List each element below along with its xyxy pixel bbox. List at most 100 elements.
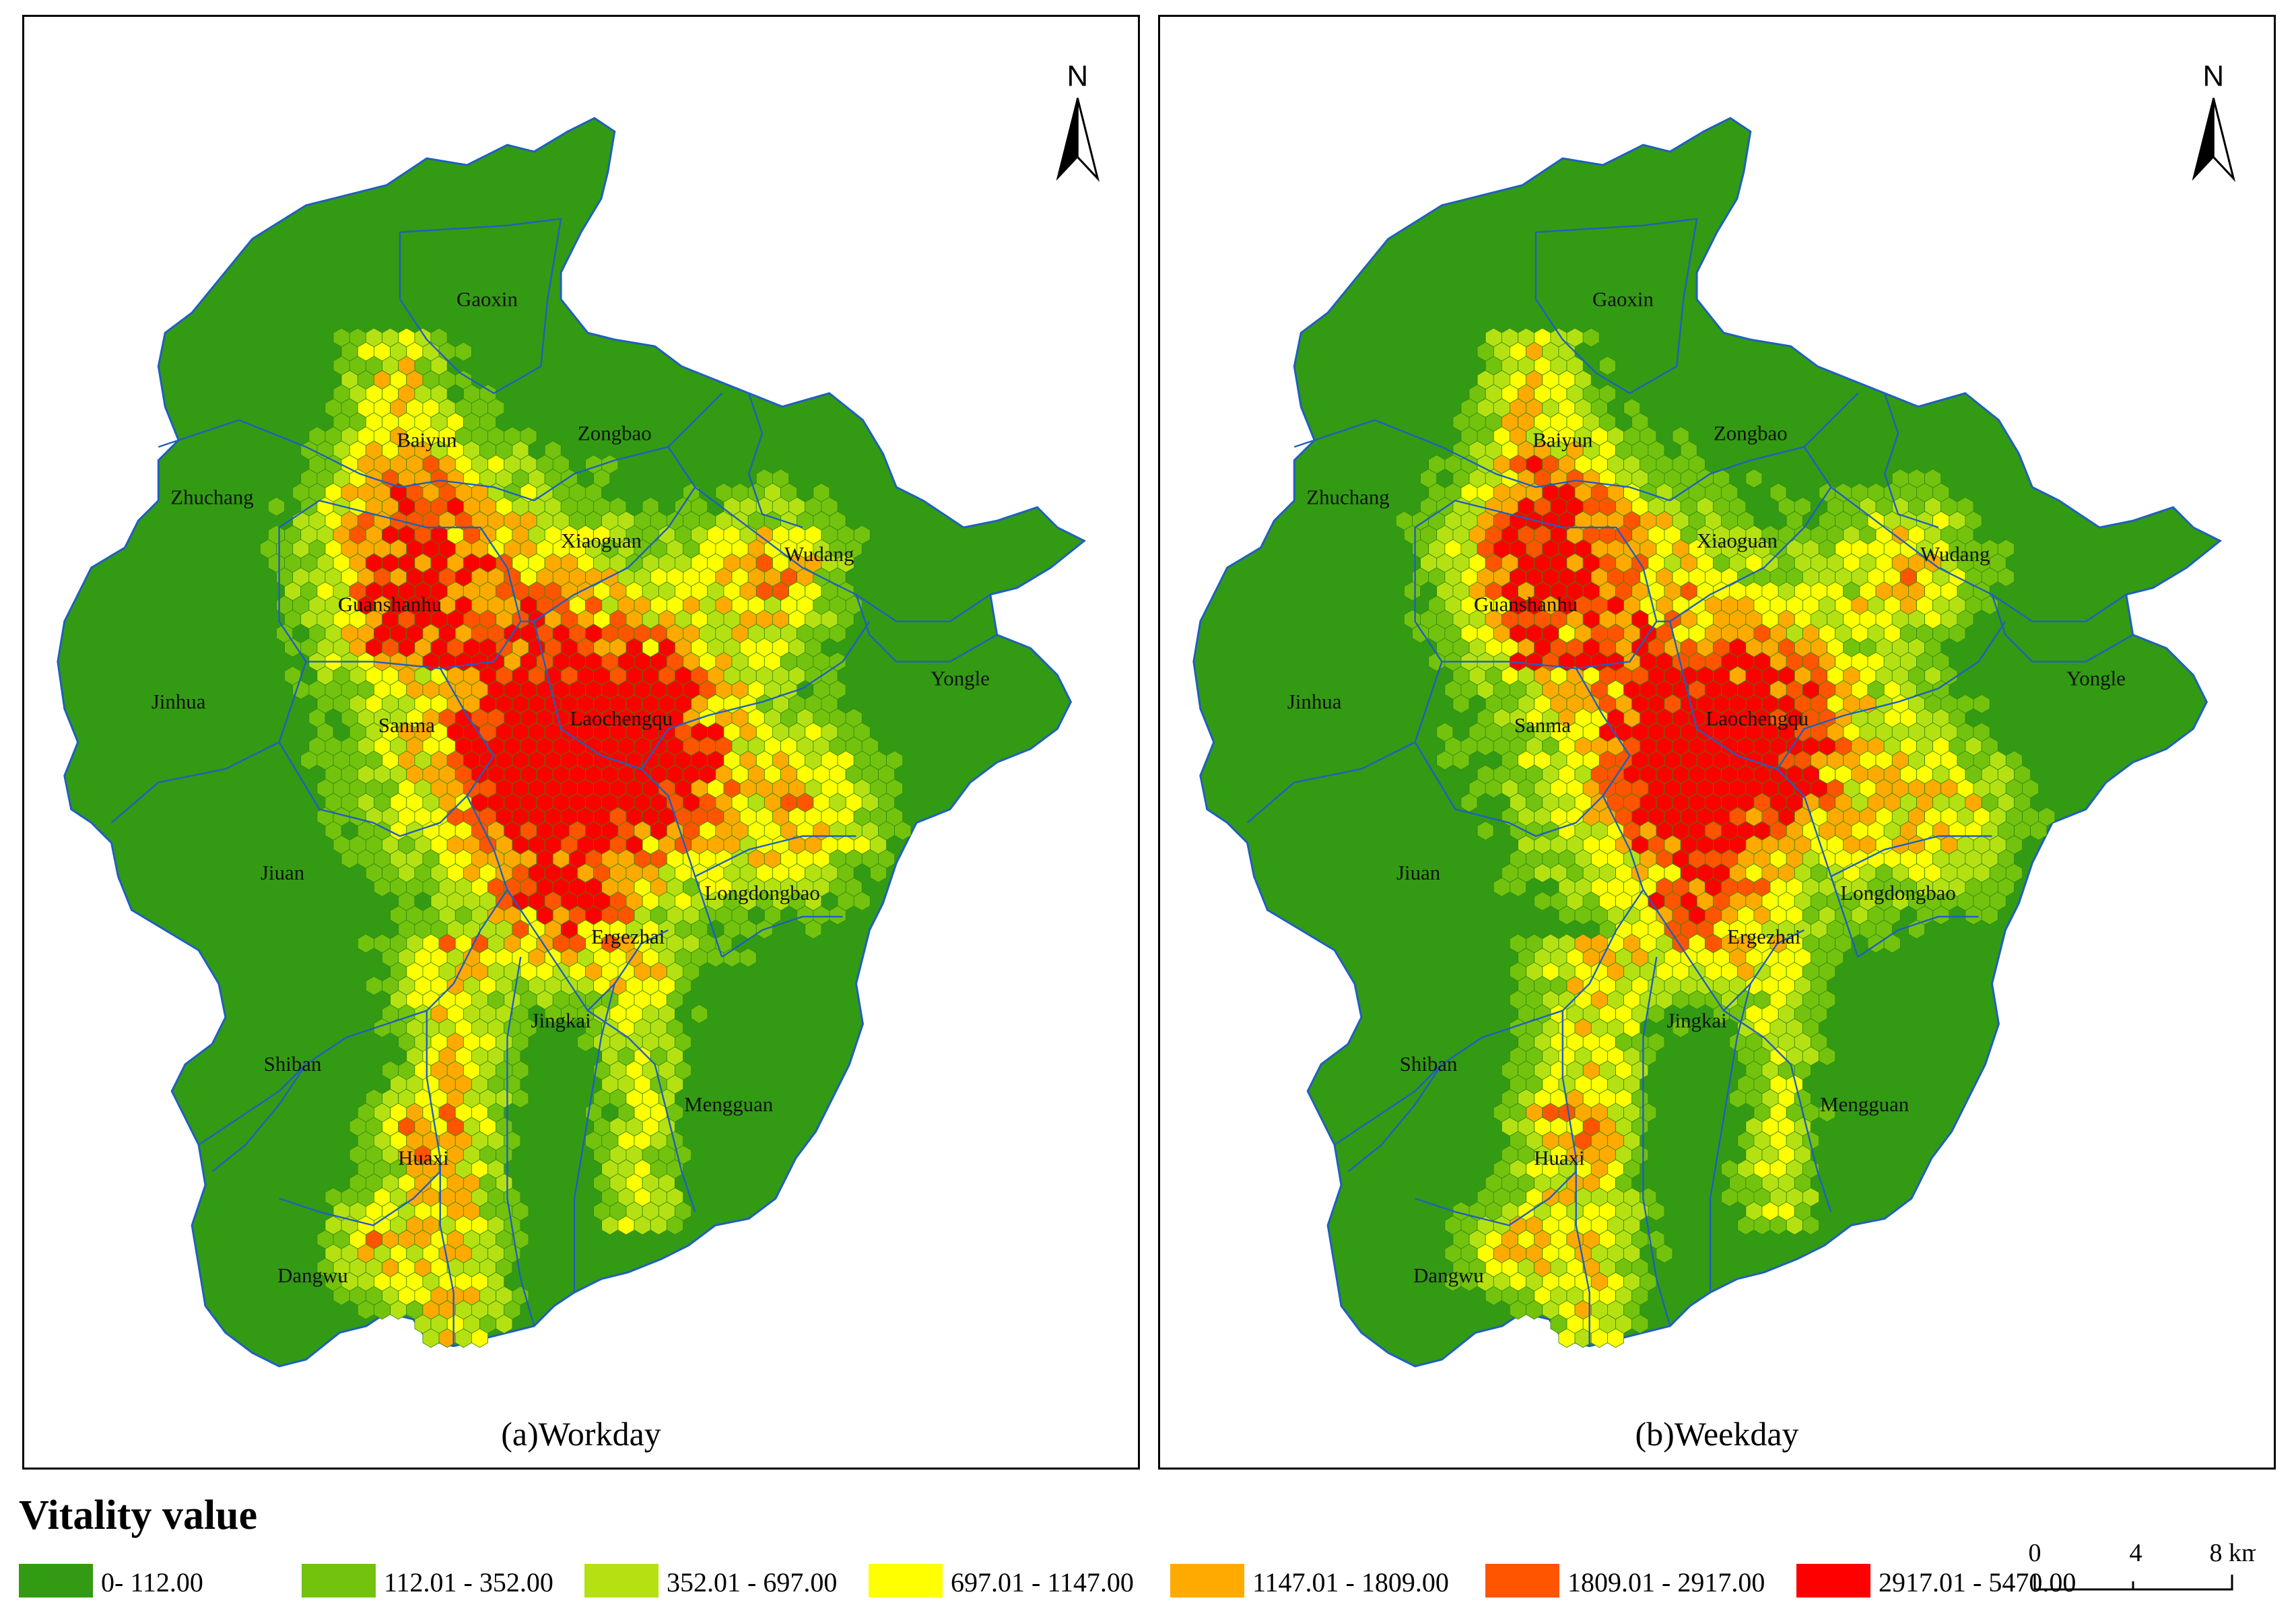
district-boundary bbox=[747, 393, 998, 663]
district-boundary bbox=[399, 218, 562, 395]
hex-cell bbox=[1648, 1004, 1665, 1024]
scale-bar: 0 4 8 km bbox=[2029, 1539, 2256, 1591]
district-boundary bbox=[694, 835, 856, 958]
district-label-laochengqu: Laochengqu bbox=[1706, 706, 1809, 730]
hex-cell bbox=[1477, 821, 1494, 841]
legend-label: 2917.01 - 5470.00 bbox=[1879, 1567, 2076, 1598]
hex-cell bbox=[805, 919, 822, 940]
scale-bar-line bbox=[2033, 1575, 2233, 1591]
legend-label: 697.01 - 1147.00 bbox=[951, 1567, 1134, 1598]
hex-cell bbox=[512, 1088, 529, 1109]
district-boundary bbox=[1246, 661, 1443, 824]
district-label-dangwu: Dangwu bbox=[1413, 1263, 1484, 1287]
district-label-huaxi: Huaxi bbox=[398, 1146, 448, 1170]
district-boundary bbox=[1642, 956, 1671, 1327]
district-boundaries bbox=[110, 218, 998, 1346]
hex-cell bbox=[829, 624, 846, 643]
hex-cell bbox=[691, 1004, 708, 1024]
legend-label: 352.01 - 697.00 bbox=[667, 1567, 838, 1598]
hex-cell bbox=[829, 905, 846, 925]
hex-cell bbox=[1949, 624, 1966, 643]
district-label-yongle: Yongle bbox=[2066, 666, 2126, 690]
district-label-ergezhai: Ergezhai bbox=[591, 925, 665, 948]
district-label-sanma: Sanma bbox=[1514, 713, 1571, 737]
north-label: N bbox=[2202, 60, 2224, 93]
district-label-longdongbao: Longdongbao bbox=[704, 881, 820, 904]
district-label-guanshanhu: Guanshanhu bbox=[338, 593, 442, 616]
hex-cell bbox=[496, 1314, 513, 1334]
scale-tick-8: 8 km bbox=[2209, 1539, 2256, 1567]
district-boundary bbox=[211, 889, 508, 1173]
district-label-jinhua: Jinhua bbox=[1287, 690, 1342, 713]
district-boundary bbox=[1709, 929, 1805, 1293]
north-arrow-icon: N bbox=[2192, 60, 2236, 183]
north-arrow-icon: N bbox=[1056, 60, 1100, 183]
district-boundary bbox=[1414, 667, 1631, 837]
district-boundary bbox=[573, 929, 669, 1293]
map-panel-weekday: Gaoxin Baiyun Zongbao Zhuchang Xiaoguan Wudan… bbox=[1158, 15, 2276, 1470]
district-boundary bbox=[640, 620, 871, 770]
hex-cell bbox=[869, 863, 887, 883]
district-label-jingkai: Jingkai bbox=[1667, 1008, 1727, 1032]
district-label-xiaoguan: Xiaoguan bbox=[561, 529, 642, 552]
district-boundary bbox=[520, 446, 696, 622]
district-boundary bbox=[1669, 621, 1859, 958]
district-label-gaoxin: Gaoxin bbox=[457, 287, 518, 310]
district-label-jinhua: Jinhua bbox=[151, 690, 206, 713]
legend-label: 112.01 - 352.00 bbox=[384, 1567, 553, 1598]
hex-cell bbox=[1997, 567, 2015, 587]
district-boundary bbox=[1656, 446, 1832, 622]
district-label-shiban: Shiban bbox=[264, 1052, 322, 1076]
district-label-mengguan: Mengguan bbox=[1820, 1092, 1909, 1116]
district-label-longdongbao: Longdongbao bbox=[1840, 881, 1956, 904]
hex-cell bbox=[1648, 1201, 1665, 1221]
panel-caption-workday: (a)Workday bbox=[501, 1415, 661, 1453]
district-label-zongbao: Zongbao bbox=[578, 422, 652, 445]
district-label-zhuchang: Zhuchang bbox=[1306, 485, 1389, 508]
district-boundary bbox=[1534, 218, 1698, 395]
district-label-wudang: Wudang bbox=[784, 542, 854, 566]
district-label-baiyun: Baiyun bbox=[397, 428, 457, 452]
district-boundaries bbox=[1246, 218, 2134, 1346]
hex-cell bbox=[853, 891, 871, 911]
legend-swatch bbox=[302, 1564, 376, 1598]
north-label: N bbox=[1067, 60, 1088, 93]
map-weekday: Gaoxin Baiyun Zongbao Zhuchang Xiaoguan Wudan… bbox=[1192, 60, 2236, 1368]
hex-cell bbox=[1607, 1328, 1625, 1348]
district-boundary bbox=[1776, 620, 2006, 770]
map-panel-workday: Gaoxin Baiyun Zongbao Zhuchang Xiaoguan Wudan… bbox=[22, 15, 1140, 1470]
panel-caption-weekday: (b)Weekday bbox=[1635, 1415, 1799, 1453]
district-label-jiuan: Jiuan bbox=[261, 861, 304, 884]
legend-swatch bbox=[1170, 1564, 1244, 1598]
hex-cell bbox=[1452, 694, 1470, 714]
legend-swatch bbox=[1796, 1564, 1870, 1598]
hex-cell bbox=[1582, 327, 1600, 348]
hex-cell bbox=[1631, 1314, 1649, 1334]
scale-tick-0: 0 bbox=[2029, 1539, 2041, 1567]
district-boundary bbox=[110, 661, 307, 824]
district-label-gaoxin: Gaoxin bbox=[1592, 287, 1654, 310]
district-label-huaxi: Huaxi bbox=[1534, 1146, 1584, 1170]
district-label-ergezhai: Ergezhai bbox=[1727, 925, 1800, 948]
legend-label: 1809.01 - 2917.00 bbox=[1567, 1567, 1765, 1598]
hex-cell bbox=[267, 496, 285, 517]
hex-cell bbox=[1973, 694, 1990, 714]
hex-cell bbox=[471, 1328, 489, 1348]
district-label-jiuan: Jiuan bbox=[1396, 861, 1440, 884]
district-label-zhuchang: Zhuchang bbox=[170, 485, 253, 508]
hex-cell bbox=[1460, 793, 1478, 813]
map-workday: Gaoxin Baiyun Zongbao Zhuchang Xiaoguan Wudan… bbox=[57, 60, 1100, 1368]
hex-cell bbox=[1819, 1046, 1836, 1066]
hexagon-grid bbox=[259, 327, 912, 1348]
district-label-laochengqu: Laochengqu bbox=[570, 706, 673, 730]
hex-cell bbox=[454, 341, 472, 362]
hex-cell bbox=[1981, 905, 1998, 925]
hex-cell bbox=[894, 821, 912, 841]
district-label-shiban: Shiban bbox=[1400, 1052, 1458, 1076]
hex-cell bbox=[1672, 1018, 1689, 1038]
district-boundary bbox=[533, 621, 723, 958]
district-boundary bbox=[506, 956, 535, 1327]
legend-title: Vitality value bbox=[19, 1492, 258, 1538]
legend-swatch bbox=[19, 1564, 93, 1598]
district-boundary bbox=[1334, 1063, 1577, 1226]
